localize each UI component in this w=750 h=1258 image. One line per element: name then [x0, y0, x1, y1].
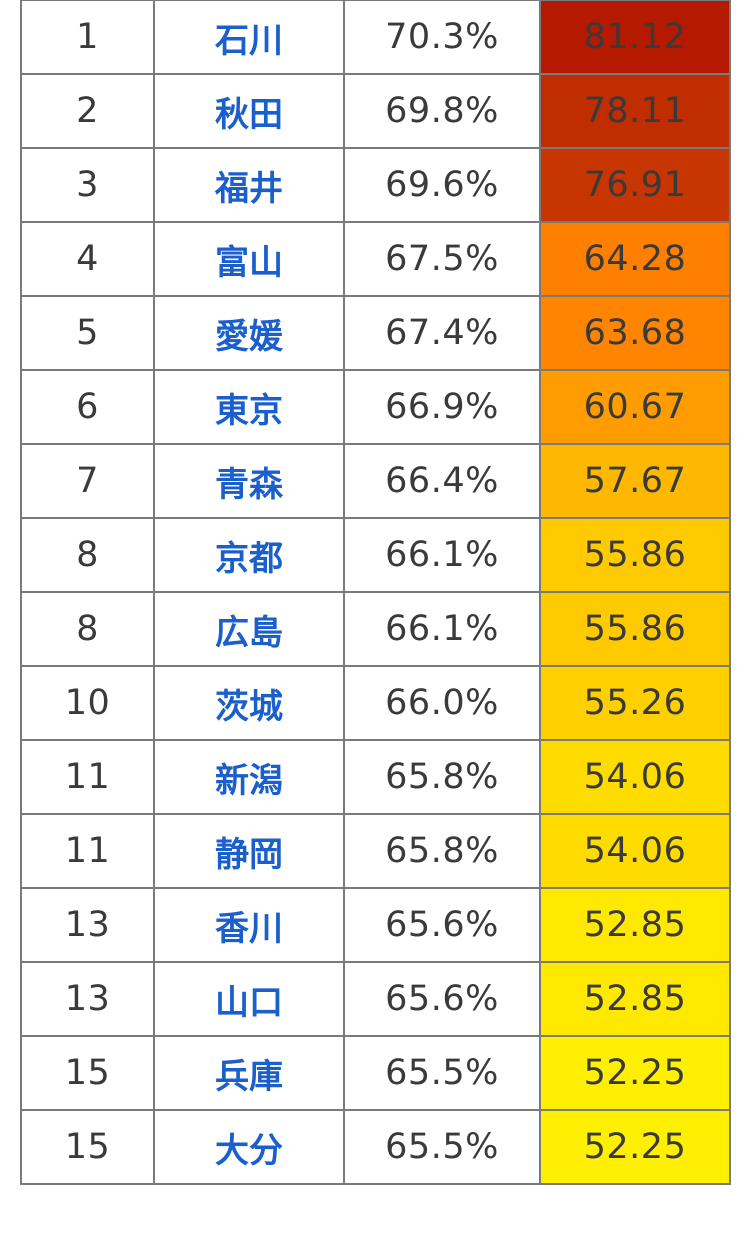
score-cell: 55.26 — [539, 665, 731, 741]
prefecture-cell: 香川 — [153, 887, 345, 963]
prefecture-cell: 秋田 — [153, 73, 345, 149]
rate-cell: 65.8% — [343, 739, 541, 815]
table-row: 13 香川 65.6% 52.85 — [20, 887, 731, 963]
prefecture-link[interactable]: 静岡 — [215, 834, 283, 875]
table-row: 5 愛媛 67.4% 63.68 — [20, 295, 731, 371]
score-cell: 64.28 — [539, 221, 731, 297]
table-row: 2 秋田 69.8% 78.11 — [20, 73, 731, 149]
rate-cell: 69.6% — [343, 147, 541, 223]
prefecture-cell: 広島 — [153, 591, 345, 667]
score-cell: 63.68 — [539, 295, 731, 371]
prefecture-cell: 愛媛 — [153, 295, 345, 371]
score-cell: 52.25 — [539, 1035, 731, 1111]
prefecture-cell: 青森 — [153, 443, 345, 519]
rate-cell: 65.6% — [343, 887, 541, 963]
prefecture-cell: 石川 — [153, 0, 345, 75]
table-row: 11 新潟 65.8% 54.06 — [20, 739, 731, 815]
table-row: 8 広島 66.1% 55.86 — [20, 591, 731, 667]
rate-cell: 66.4% — [343, 443, 541, 519]
prefecture-cell: 新潟 — [153, 739, 345, 815]
rank-cell: 15 — [20, 1035, 155, 1111]
prefecture-cell: 兵庫 — [153, 1035, 345, 1111]
table-row: 3 福井 69.6% 76.91 — [20, 147, 731, 223]
table-row: 15 大分 65.5% 52.25 — [20, 1109, 731, 1185]
score-cell: 54.06 — [539, 739, 731, 815]
score-cell: 60.67 — [539, 369, 731, 445]
rate-cell: 66.9% — [343, 369, 541, 445]
score-cell: 54.06 — [539, 813, 731, 889]
table-row: 15 兵庫 65.5% 52.25 — [20, 1035, 731, 1111]
table-row: 10 茨城 66.0% 55.26 — [20, 665, 731, 741]
rate-cell: 70.3% — [343, 0, 541, 75]
prefecture-cell: 東京 — [153, 369, 345, 445]
rank-cell: 2 — [20, 73, 155, 149]
prefecture-link[interactable]: 大分 — [215, 1130, 283, 1171]
score-cell: 55.86 — [539, 591, 731, 667]
ranking-table: 1 石川 70.3% 81.12 2 秋田 69.8% 78.11 3 福井 69.6% 76.91 4… — [20, 0, 731, 1185]
score-cell: 55.86 — [539, 517, 731, 593]
prefecture-link[interactable]: 福井 — [215, 168, 283, 209]
prefecture-link[interactable]: 京都 — [215, 538, 283, 579]
rate-cell: 65.5% — [343, 1035, 541, 1111]
prefecture-link[interactable]: 山口 — [215, 982, 283, 1023]
rate-cell: 65.5% — [343, 1109, 541, 1185]
rate-cell: 65.8% — [343, 813, 541, 889]
table-row: 13 山口 65.6% 52.85 — [20, 961, 731, 1037]
prefecture-link[interactable]: 東京 — [215, 390, 283, 431]
prefecture-cell: 大分 — [153, 1109, 345, 1185]
score-cell: 52.85 — [539, 961, 731, 1037]
score-cell: 76.91 — [539, 147, 731, 223]
rank-cell: 5 — [20, 295, 155, 371]
table-row: 7 青森 66.4% 57.67 — [20, 443, 731, 519]
rate-cell: 69.8% — [343, 73, 541, 149]
prefecture-cell: 茨城 — [153, 665, 345, 741]
rate-cell: 67.5% — [343, 221, 541, 297]
rank-cell: 8 — [20, 517, 155, 593]
prefecture-link[interactable]: 愛媛 — [215, 316, 283, 357]
rate-cell: 65.6% — [343, 961, 541, 1037]
rank-cell: 13 — [20, 887, 155, 963]
prefecture-link[interactable]: 青森 — [215, 464, 283, 505]
table-row: 6 東京 66.9% 60.67 — [20, 369, 731, 445]
prefecture-link[interactable]: 石川 — [215, 20, 283, 61]
prefecture-cell: 静岡 — [153, 813, 345, 889]
rank-cell: 3 — [20, 147, 155, 223]
prefecture-link[interactable]: 富山 — [215, 242, 283, 283]
prefecture-link[interactable]: 兵庫 — [215, 1056, 283, 1097]
prefecture-cell: 富山 — [153, 221, 345, 297]
prefecture-cell: 京都 — [153, 517, 345, 593]
rank-cell: 1 — [20, 0, 155, 75]
rank-cell: 6 — [20, 369, 155, 445]
rank-cell: 13 — [20, 961, 155, 1037]
prefecture-link[interactable]: 秋田 — [215, 94, 283, 135]
prefecture-cell: 福井 — [153, 147, 345, 223]
rank-cell: 15 — [20, 1109, 155, 1185]
prefecture-link[interactable]: 茨城 — [215, 686, 283, 727]
score-cell: 78.11 — [539, 73, 731, 149]
rank-cell: 4 — [20, 221, 155, 297]
rank-cell: 8 — [20, 591, 155, 667]
score-cell: 52.25 — [539, 1109, 731, 1185]
table-row: 4 富山 67.5% 64.28 — [20, 221, 731, 297]
score-cell: 81.12 — [539, 0, 731, 75]
prefecture-link[interactable]: 香川 — [215, 908, 283, 949]
prefecture-cell: 山口 — [153, 961, 345, 1037]
rate-cell: 66.1% — [343, 591, 541, 667]
rank-cell: 10 — [20, 665, 155, 741]
prefecture-link[interactable]: 新潟 — [215, 760, 283, 801]
rate-cell: 66.1% — [343, 517, 541, 593]
rank-cell: 11 — [20, 739, 155, 815]
prefecture-link[interactable]: 広島 — [215, 612, 283, 653]
rank-cell: 7 — [20, 443, 155, 519]
ranking-table-body: 1 石川 70.3% 81.12 2 秋田 69.8% 78.11 3 福井 69.6% 76.91 4… — [20, 0, 731, 1185]
rate-cell: 67.4% — [343, 295, 541, 371]
score-cell: 52.85 — [539, 887, 731, 963]
table-row: 1 石川 70.3% 81.12 — [20, 0, 731, 75]
rank-cell: 11 — [20, 813, 155, 889]
table-row: 8 京都 66.1% 55.86 — [20, 517, 731, 593]
score-cell: 57.67 — [539, 443, 731, 519]
table-row: 11 静岡 65.8% 54.06 — [20, 813, 731, 889]
rate-cell: 66.0% — [343, 665, 541, 741]
